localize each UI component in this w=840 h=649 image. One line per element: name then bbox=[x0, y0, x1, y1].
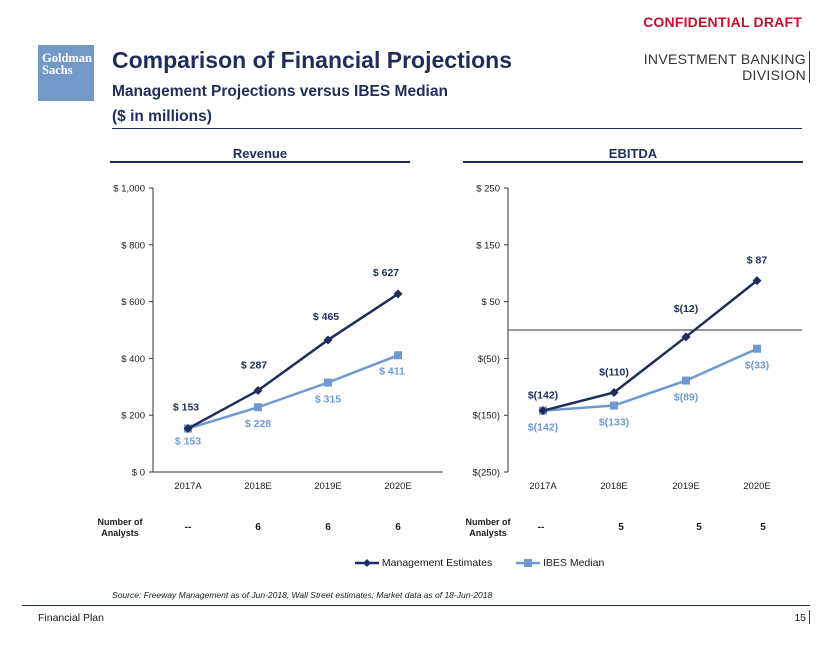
revenue-ibes-data-label: $ 315 bbox=[315, 394, 341, 406]
legend-ibes-swatch bbox=[516, 559, 541, 568]
legend-management-swatch bbox=[355, 559, 379, 568]
revenue-y-tick-label: $ 800 bbox=[121, 240, 145, 251]
revenue-x-tick-label: 2020E bbox=[384, 481, 411, 492]
ebitda-panel-rule bbox=[463, 161, 803, 163]
ebitda-analysts-2020E: 5 bbox=[760, 522, 766, 533]
source-note: Source: Freeway Management as of Jun-201… bbox=[112, 590, 493, 600]
ebitda-management-point bbox=[609, 387, 619, 397]
revenue-ibes-data-label: $ 228 bbox=[245, 418, 271, 430]
page-subtitle: Management Projections versus IBES Media… bbox=[112, 83, 448, 100]
revenue-y-tick-label: $ 400 bbox=[121, 354, 145, 365]
revenue-management-data-label: $ 287 bbox=[241, 359, 267, 371]
company-logo: Goldman Sachs bbox=[38, 45, 94, 101]
revenue-management-data-label: $ 465 bbox=[313, 311, 339, 323]
ebitda-ibes-data-label: $(89) bbox=[674, 392, 699, 404]
division-line-2: DIVISION bbox=[742, 67, 806, 83]
ebitda-ibes-data-label: $(142) bbox=[528, 422, 558, 434]
division-divider bbox=[809, 51, 810, 83]
ebitda-x-tick-label: 2019E bbox=[672, 481, 699, 492]
ebitda-ibes-point bbox=[682, 376, 690, 385]
ebitda-analysts-2017A: -- bbox=[537, 522, 545, 533]
footer-page-divider bbox=[809, 610, 810, 624]
ebitda-management-data-label: $(142) bbox=[528, 390, 558, 402]
ebitda-y-tick-label: $(50) bbox=[478, 354, 500, 365]
revenue-analysts-label: Number of Analysts bbox=[97, 517, 143, 538]
revenue-ibes-data-label: $ 153 bbox=[175, 436, 201, 448]
revenue-series-line-ibes bbox=[187, 354, 399, 430]
ebitda-series-line-management bbox=[542, 279, 758, 412]
revenue-management-point bbox=[253, 385, 263, 395]
ebitda-y-tick-label: $(250) bbox=[473, 468, 500, 479]
revenue-management-point bbox=[323, 335, 333, 345]
revenue-y-tick-label: $ 200 bbox=[121, 411, 145, 422]
revenue-x-tick-label: 2017A bbox=[174, 481, 202, 492]
revenue-management-point bbox=[183, 424, 193, 434]
ebitda-y-tick-label: $ 150 bbox=[476, 240, 500, 251]
ebitda-x-tick-label: 2020E bbox=[743, 481, 770, 492]
revenue-y-tick-label: $ 1,000 bbox=[113, 184, 145, 195]
revenue-ibes-point bbox=[254, 403, 262, 412]
ebitda-management-point bbox=[681, 332, 691, 342]
revenue-ibes-point bbox=[394, 351, 402, 360]
ebitda-analysts-label: Number of Analysts bbox=[465, 517, 511, 538]
confidential-label: CONFIDENTIAL DRAFT bbox=[643, 14, 802, 30]
legend-ibes-label: IBES Median bbox=[543, 557, 605, 569]
ebitda-management-point bbox=[538, 406, 548, 416]
logo-line-1: Goldman bbox=[42, 51, 93, 65]
division-label: INVESTMENT BANKING DIVISION bbox=[644, 51, 806, 83]
revenue-management-data-label: $ 627 bbox=[373, 267, 399, 279]
ebitda-analysts-2019E: 5 bbox=[696, 522, 702, 533]
revenue-analysts-2020E: 6 bbox=[395, 522, 401, 533]
revenue-series-line-management bbox=[187, 292, 399, 430]
revenue-panel-rule bbox=[110, 161, 410, 163]
footer-section-label: Financial Plan bbox=[38, 612, 104, 624]
revenue-y-tick-label: $ 0 bbox=[132, 468, 145, 479]
revenue-y-tick-label: $ 600 bbox=[121, 297, 145, 308]
ebitda-ibes-point bbox=[753, 344, 761, 353]
ebitda-y-tick-label: $(150) bbox=[473, 411, 500, 422]
page-title: Comparison of Financial Projections bbox=[112, 47, 513, 73]
ebitda-x-tick-label: 2018E bbox=[600, 481, 627, 492]
header-divider bbox=[112, 128, 802, 129]
revenue-analysts-2017A: -- bbox=[184, 522, 192, 533]
division-line-1: INVESTMENT BANKING bbox=[643, 51, 806, 67]
logo-line-2: Sachs bbox=[42, 63, 73, 77]
revenue-analysts-2019E: 6 bbox=[325, 522, 331, 533]
ebitda-ibes-data-label: $(33) bbox=[745, 360, 770, 372]
ebitda-management-data-label: $(12) bbox=[674, 303, 699, 315]
ebitda-y-tick-label: $ 50 bbox=[482, 297, 501, 308]
ebitda-management-data-label: $(110) bbox=[599, 366, 629, 378]
units-note: ($ in millions) bbox=[112, 108, 212, 125]
revenue-panel-title: Revenue bbox=[232, 146, 288, 161]
ebitda-ibes-point bbox=[610, 401, 618, 410]
revenue-x-tick-label: 2019E bbox=[314, 481, 341, 492]
ebitda-management-data-label: $ 87 bbox=[747, 255, 768, 267]
ebitda-ibes-data-label: $(133) bbox=[599, 417, 629, 429]
revenue-ibes-point bbox=[324, 378, 332, 387]
revenue-ibes-data-label: $ 411 bbox=[379, 365, 405, 377]
ebitda-series-line-ibes bbox=[542, 347, 758, 412]
revenue-management-point bbox=[393, 289, 403, 299]
revenue-management-data-label: $ 153 bbox=[173, 402, 199, 414]
ebitda-management-point bbox=[752, 276, 762, 286]
revenue-analysts-2018E: 6 bbox=[255, 522, 261, 533]
revenue-x-tick-label: 2018E bbox=[244, 481, 271, 492]
legend-management-label: Management Estimates bbox=[381, 557, 493, 569]
ebitda-analysts-2018E: 5 bbox=[618, 522, 624, 533]
ebitda-y-tick-label: $ 250 bbox=[476, 184, 500, 195]
ebitda-x-tick-label: 2017A bbox=[529, 481, 557, 492]
ebitda-panel-title: EBITDA bbox=[608, 146, 658, 161]
footer-divider bbox=[22, 605, 810, 606]
page-number: 15 bbox=[794, 612, 806, 624]
chart-legend: Management Estimates IBES Median bbox=[355, 557, 604, 569]
